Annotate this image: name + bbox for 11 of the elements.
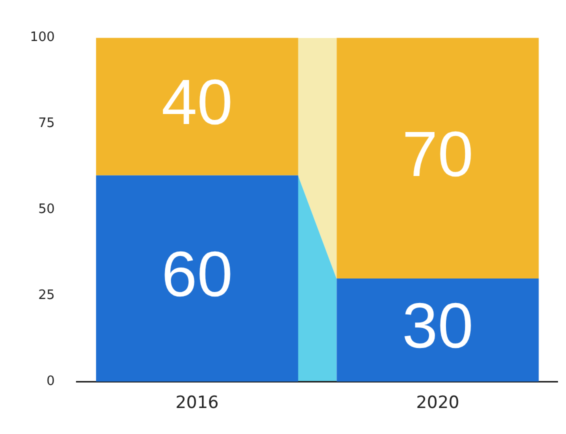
data-label: 60 (162, 238, 233, 310)
y-tick-label: 0 (46, 374, 55, 389)
data-label: 70 (402, 118, 474, 190)
y-tick-label: 50 (38, 202, 55, 218)
y-tick-label: 100 (30, 30, 55, 46)
y-tick-label: 75 (38, 116, 55, 132)
data-label: 30 (402, 290, 474, 362)
x-tick-label: 2016 (175, 393, 219, 414)
x-tick-label: 2020 (416, 393, 460, 414)
data-label: 40 (162, 66, 233, 138)
y-tick-label: 25 (38, 288, 55, 304)
